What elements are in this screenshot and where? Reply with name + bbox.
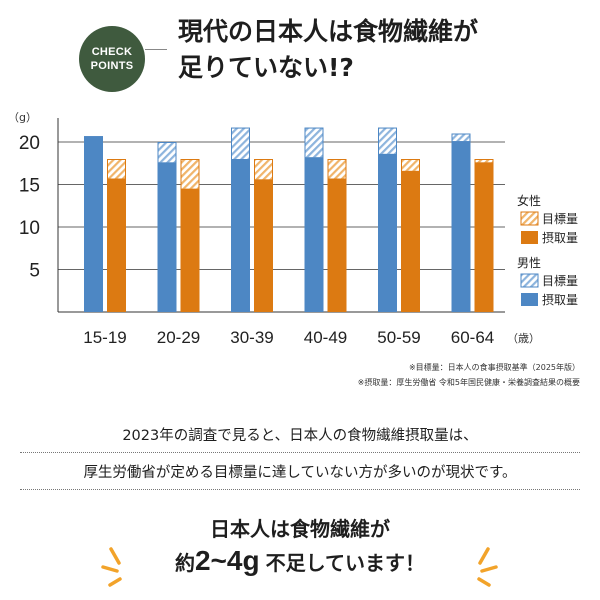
bar-female-intake — [107, 178, 126, 312]
badge-line-1: CHECK — [91, 46, 133, 58]
burst-stroke-right — [478, 547, 490, 565]
burst-stroke-right — [477, 577, 491, 587]
conclusion-line-1: 日本人は食物繊維が — [210, 517, 390, 541]
badge-connector — [145, 49, 167, 50]
description-line-2: 厚生労働省が定める目標量に達していない方が多いのが現状です。 — [83, 465, 517, 481]
bar-male-target — [157, 142, 177, 163]
bar-male-target-outline — [231, 127, 250, 160]
description-line-1: 2023年の調査で見ると、日本人の食物繊維摂取量は、 — [122, 428, 478, 444]
bar-female-target-outline — [401, 159, 420, 172]
bar-female-intake — [180, 188, 200, 312]
x-tick-label: 60-64 — [451, 328, 494, 347]
bar-female-target — [107, 159, 126, 179]
legend-swatch-female-target — [520, 211, 539, 226]
note-target-source: ※目標量：日本人の食事摂取基準（2025年版） — [408, 363, 580, 372]
conclusion-prefix: 約 — [174, 551, 195, 575]
bar-female-target-outline — [327, 159, 347, 180]
bar-female-target — [327, 159, 347, 179]
bar-female-target — [254, 159, 273, 180]
bar-male-intake — [157, 162, 177, 312]
fiber-intake-chart: （g） 5 10 15 20 15-19 20-29 30-39 40-49 50-59 60-64… — [8, 111, 578, 347]
emphasis-burst-decoration — [101, 547, 498, 587]
x-tick-label: 20-29 — [157, 328, 200, 347]
x-tick-label: 15-19 — [83, 328, 126, 347]
bar-female-intake — [474, 162, 494, 312]
bar-female-target-outline — [254, 159, 273, 181]
bar-female-target-outline — [180, 159, 200, 190]
page-title: 現代の日本人は食物繊維が 足りていない!? — [178, 14, 578, 86]
legend-female-heading: 女性 — [517, 193, 541, 208]
burst-stroke-left — [101, 565, 119, 573]
legend-swatch-female-intake — [521, 231, 538, 244]
bar-male-target — [451, 133, 471, 142]
conclusion-suffix: 不足しています！ — [265, 551, 425, 575]
legend-female-target-label: 目標量 — [542, 212, 578, 226]
legend-male-heading: 男性 — [517, 256, 541, 270]
bar-female-target-outline — [474, 159, 494, 164]
bar-male-target — [304, 127, 324, 158]
y-axis-unit: （g） — [8, 111, 37, 124]
check-points-badge: CHECK POINTS — [79, 26, 145, 92]
bar-female-intake — [254, 179, 273, 312]
bar-male-target-outline — [157, 142, 177, 164]
bar-female-target — [401, 159, 420, 171]
y-tick-label: 20 — [19, 133, 40, 154]
conclusion-line-2: 約2~4g 不足しています！ — [0, 543, 600, 581]
x-tick-label: 40-49 — [304, 328, 347, 347]
y-tick-label: 15 — [19, 176, 40, 197]
burst-stroke-right — [480, 565, 498, 573]
dotted-divider — [20, 489, 580, 490]
legend-swatch-male-intake — [521, 293, 538, 306]
badge-line-2: POINTS — [90, 60, 134, 72]
bar-male-intake — [84, 136, 103, 312]
bar-male-target-outline — [304, 127, 324, 159]
bar-female-target — [180, 159, 200, 189]
bar-female-target — [474, 159, 494, 163]
bar-male-intake — [231, 159, 250, 312]
x-axis-unit: （歳） — [507, 332, 540, 345]
legend-female-intake-label: 摂取量 — [542, 230, 578, 245]
y-tick-label: 10 — [19, 218, 40, 239]
title-line-1: 現代の日本人は食物繊維が — [178, 17, 479, 46]
conclusion-value: 2~4g — [194, 545, 260, 576]
title-line-2: 足りていない!? — [178, 53, 354, 82]
bar-male-target — [378, 127, 397, 154]
burst-stroke-left — [109, 547, 121, 565]
note-intake-source: ※摂取量：厚生労働省 令和5年国民健康・栄養調査結果の概要 — [357, 378, 580, 387]
legend-male-target-label: 目標量 — [542, 274, 578, 288]
legend-swatch-male-target — [520, 273, 539, 288]
bar-male-target-outline — [451, 133, 471, 143]
dotted-divider — [20, 452, 580, 453]
bar-male-intake — [378, 153, 397, 312]
legend-male-intake-label: 摂取量 — [542, 292, 578, 307]
bar-male-target — [231, 127, 250, 159]
bar-male-intake — [451, 141, 471, 312]
bar-female-intake — [327, 178, 347, 312]
bar-male-intake — [304, 157, 324, 312]
y-tick-label: 5 — [29, 261, 40, 282]
bar-female-intake — [401, 170, 420, 312]
x-tick-label: 50-59 — [377, 328, 420, 347]
bar-female-target-outline — [107, 159, 126, 180]
bar-male-target-outline — [378, 127, 397, 155]
burst-stroke-left — [108, 577, 122, 587]
x-tick-label: 30-39 — [230, 328, 273, 347]
